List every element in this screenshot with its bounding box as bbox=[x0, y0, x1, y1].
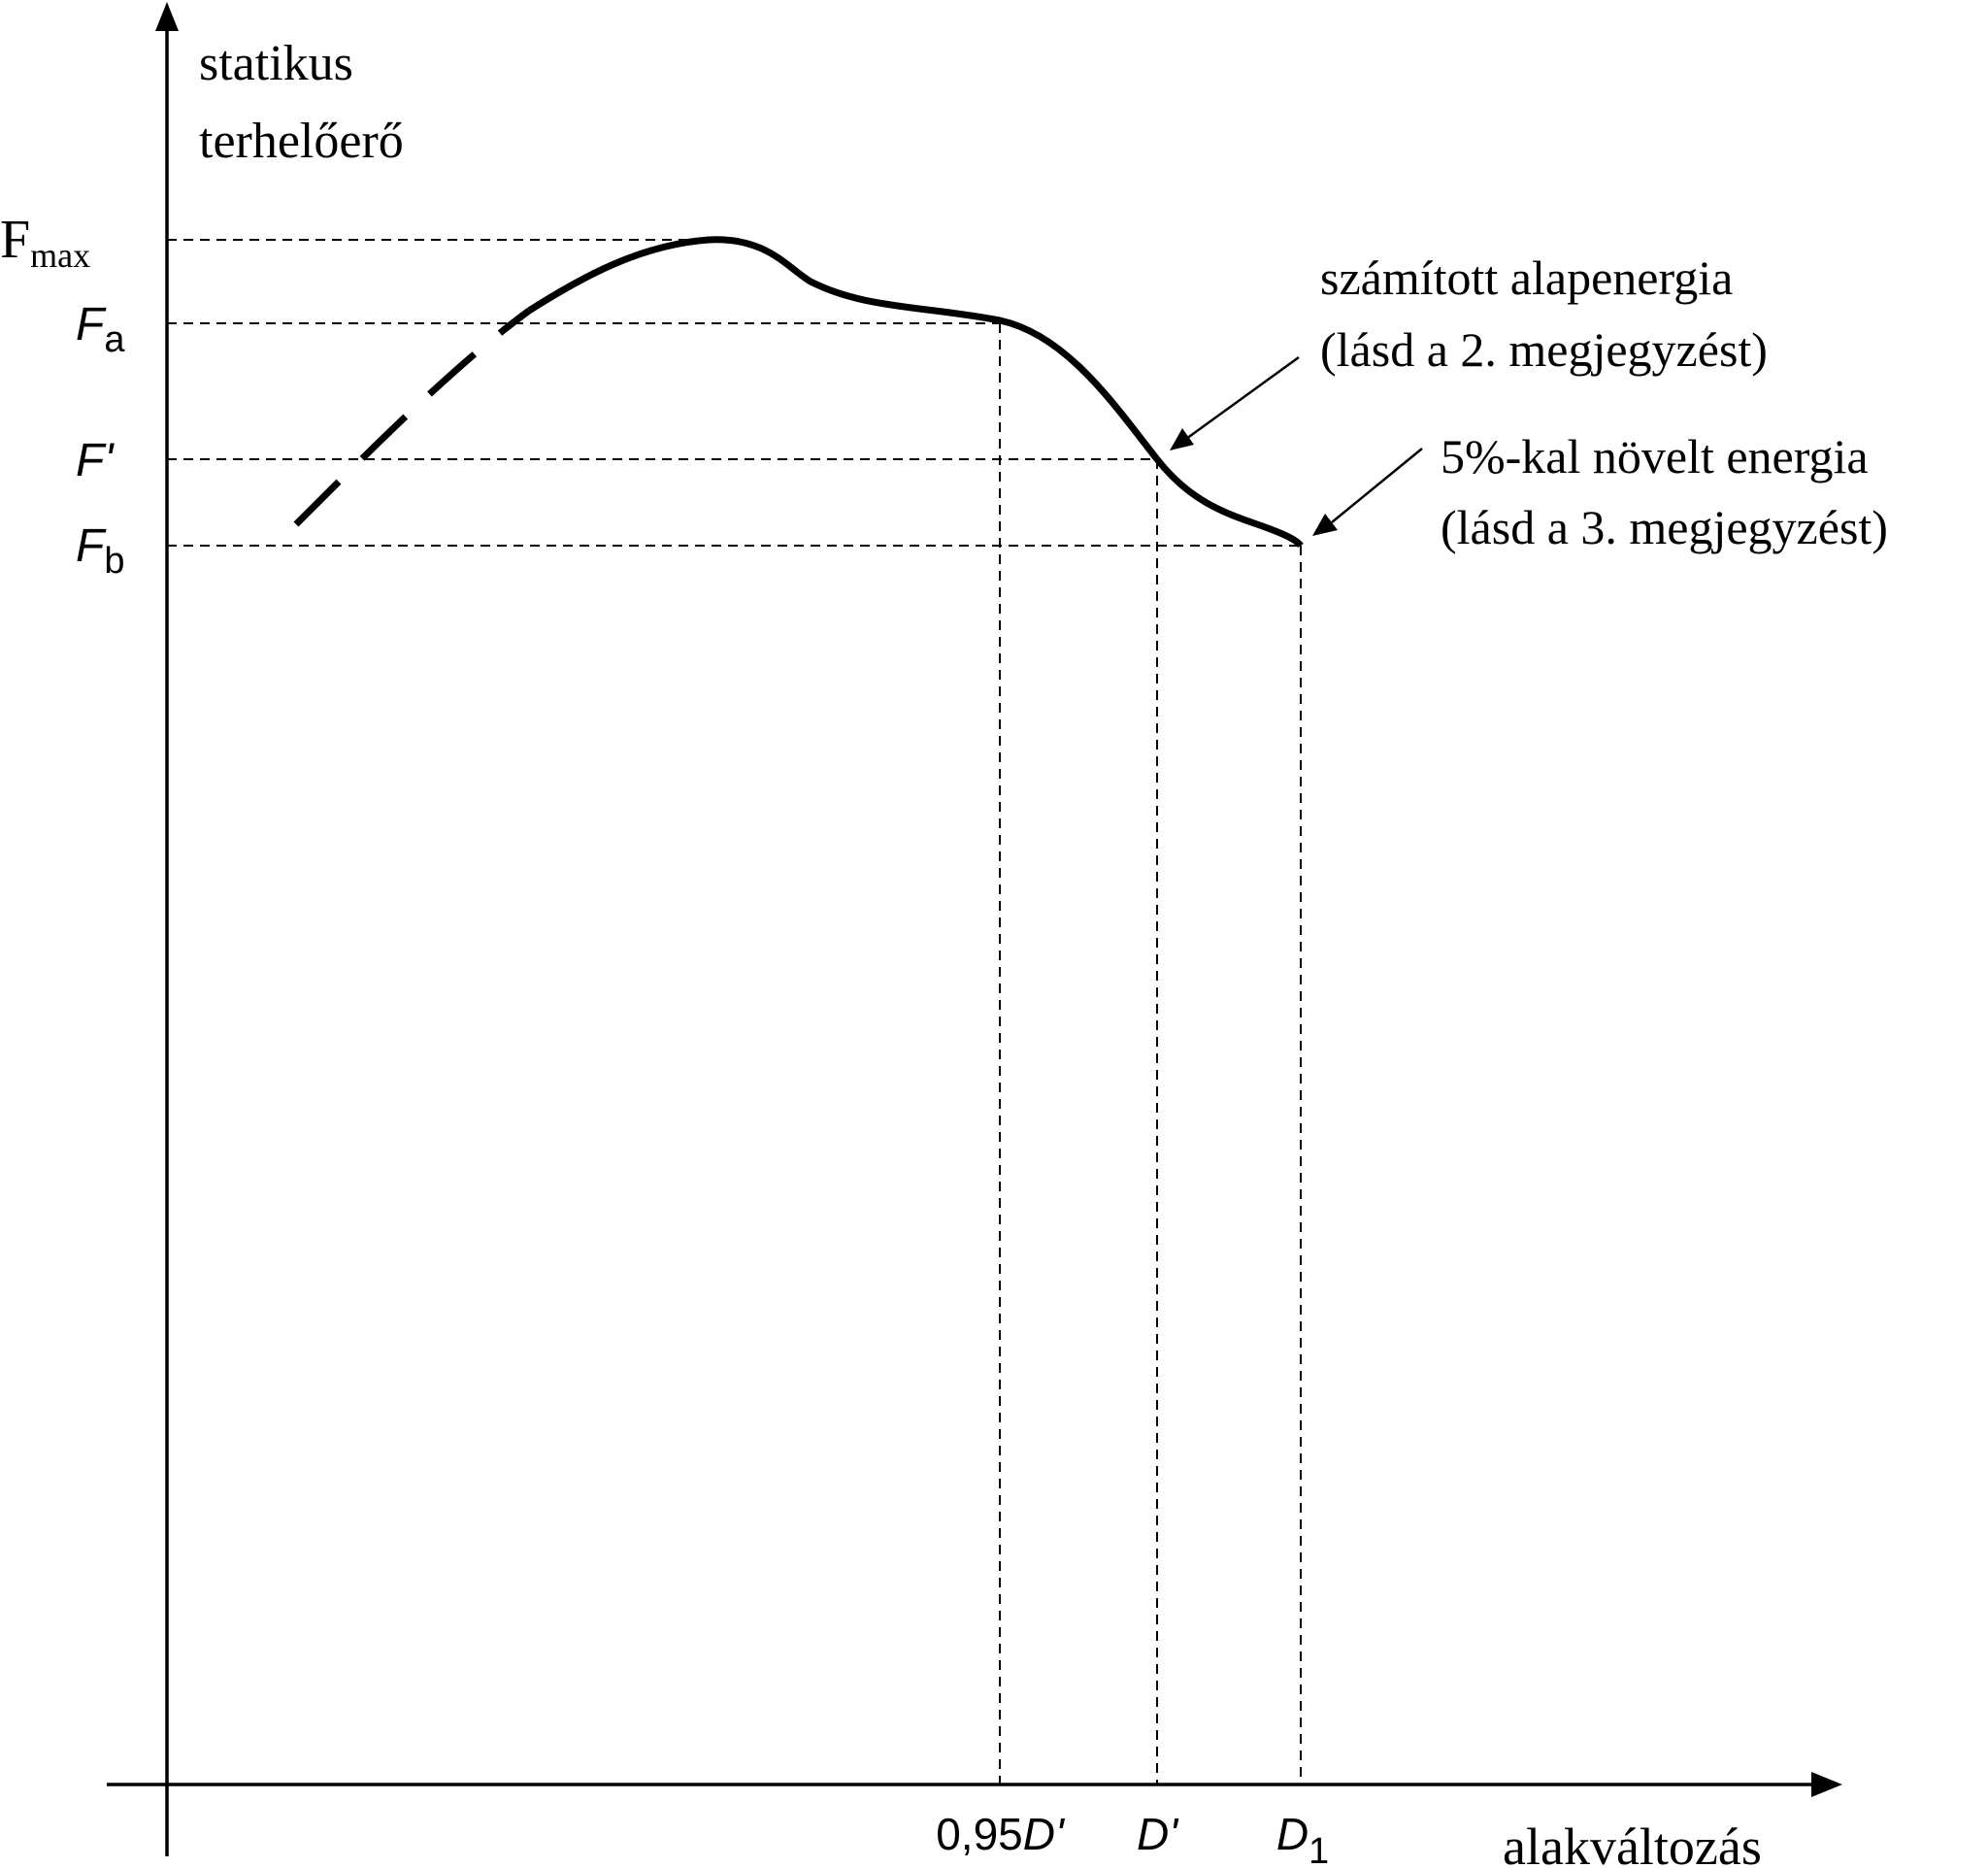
load-curve-solid-segment bbox=[527, 236, 1304, 549]
y-level-labels: Fmax Fa F' Fb bbox=[0, 210, 125, 582]
fb-label: Fb bbox=[76, 520, 124, 582]
d1-label: D1 bbox=[1276, 1809, 1329, 1868]
fmax-label: Fmax bbox=[0, 210, 90, 275]
d095-label: 0,95D' bbox=[936, 1809, 1066, 1859]
y-axis-title-line2: terhelőerő bbox=[199, 114, 404, 169]
annotation-alapenergia-line1: számított alapenergia bbox=[1320, 250, 1733, 305]
annotation-novelt-arrow-line bbox=[1331, 448, 1423, 523]
load-curve bbox=[293, 236, 1304, 549]
y-axis-title-line1: statikus bbox=[199, 36, 353, 91]
dprime-label: D' bbox=[1137, 1809, 1179, 1859]
annotation-alapenergia: számított alapenergia (lásd a 2. megjegy… bbox=[1170, 250, 1768, 450]
fprime-label: F' bbox=[76, 435, 115, 486]
fa-label: Fa bbox=[76, 299, 125, 360]
guide-lines bbox=[167, 239, 1302, 1785]
y-axis-arrowhead bbox=[155, 2, 179, 31]
annotation-novelt: 5%-kal növelt energia (lásd a 3. megjegy… bbox=[1312, 429, 1888, 554]
x-axis-title: alakváltozás bbox=[1503, 1818, 1762, 1868]
axes bbox=[107, 2, 1842, 1856]
annotation-novelt-line2: (lásd a 3. megjegyzést) bbox=[1441, 500, 1888, 554]
x-tick-labels: 0,95D' D' D1 bbox=[936, 1809, 1329, 1868]
load-curve-dashed-segment bbox=[293, 308, 532, 527]
x-axis-arrowhead bbox=[1811, 1772, 1842, 1797]
annotation-alapenergia-line2: (lásd a 2. megjegyzést) bbox=[1320, 322, 1768, 377]
annotation-alapenergia-arrow-line bbox=[1185, 355, 1300, 441]
annotation-alapenergia-arrowhead bbox=[1170, 428, 1194, 450]
y-axis-title: statikus terhelőerő bbox=[199, 36, 404, 169]
annotation-novelt-arrowhead bbox=[1312, 514, 1338, 536]
annotation-novelt-line1: 5%-kal növelt energia bbox=[1441, 429, 1869, 484]
